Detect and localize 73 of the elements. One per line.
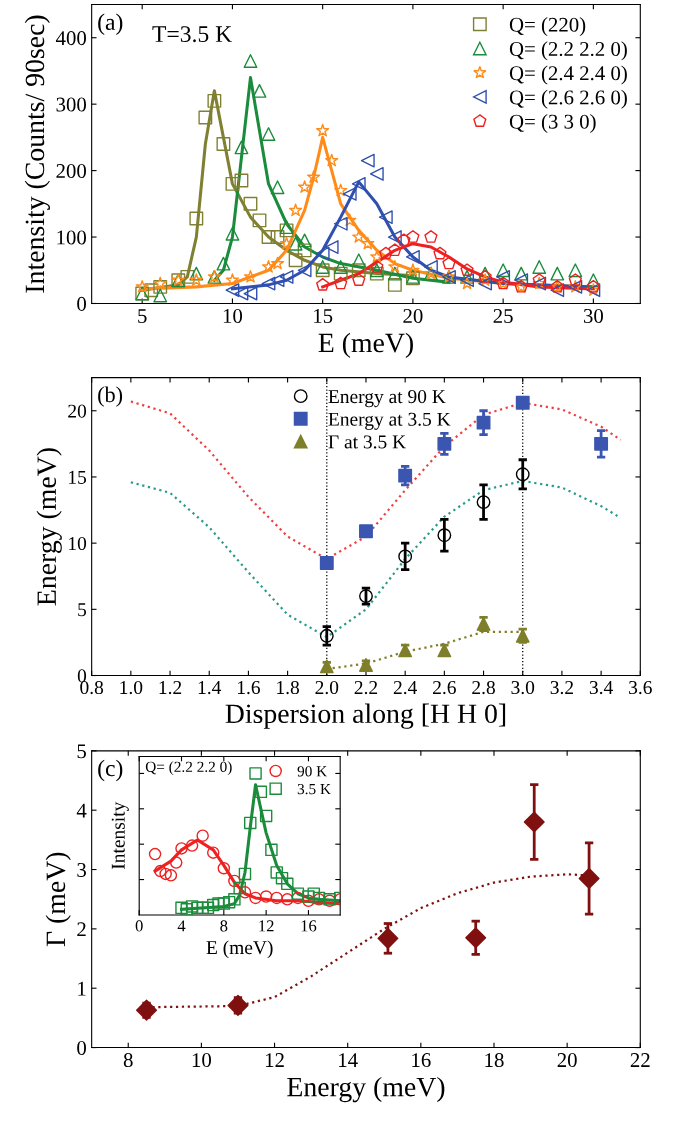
y-tick-label: 4 bbox=[76, 803, 87, 818]
x-tick-label: 20 bbox=[403, 308, 423, 323]
x-tick-label: 2.8 bbox=[472, 680, 495, 695]
x-tick-label: 0.8 bbox=[80, 680, 104, 695]
annotation: (b) bbox=[98, 386, 123, 407]
y-axis-title: Intensity (Counts/ 90sec) bbox=[24, 15, 50, 293]
y-tick-label: 5 bbox=[78, 603, 87, 617]
x-axis-title: Energy (meV) bbox=[287, 1076, 445, 1103]
x-tick-label: 3.4 bbox=[589, 681, 613, 695]
x-tick-label: 15 bbox=[314, 309, 333, 323]
x-tick-label: 3.6 bbox=[629, 681, 652, 695]
annotation: (a) bbox=[98, 13, 123, 35]
y-tick-label: 400 bbox=[55, 31, 87, 46]
x-tick-label: 4 bbox=[177, 920, 186, 932]
x-tick-label: 8 bbox=[220, 920, 228, 932]
y-tick-label: 300 bbox=[56, 97, 87, 112]
y-tick-label: 2 bbox=[77, 922, 86, 937]
y-tick-label: 3 bbox=[77, 862, 86, 877]
x-tick-label: 8 bbox=[123, 1053, 133, 1068]
x-tick-label: 1.6 bbox=[237, 681, 260, 695]
x-tick-label: 25 bbox=[493, 309, 513, 323]
y-tick-label: 200 bbox=[56, 163, 87, 179]
legend-label: 90 K bbox=[297, 766, 328, 777]
legend-label: 3.5 K bbox=[297, 783, 331, 795]
x-tick-label: 16 bbox=[301, 920, 317, 932]
x-tick-label: 1.0 bbox=[120, 680, 143, 695]
x-axis-title: E (meV) bbox=[318, 332, 413, 358]
y-tick-label: 0 bbox=[77, 669, 87, 683]
legend-label: Q= (2.4 2.4 0) bbox=[509, 65, 627, 85]
x-tick-label: 2.0 bbox=[315, 680, 339, 695]
legend-label: Γ at 3.5 K bbox=[328, 435, 406, 449]
y-axis-title: Intensity bbox=[111, 801, 129, 870]
x-tick-label: 1.8 bbox=[277, 680, 300, 695]
y-tick-label: 100 bbox=[57, 230, 87, 245]
x-tick-label: 1.4 bbox=[198, 681, 222, 695]
x-tick-label: 1.2 bbox=[159, 681, 182, 695]
x-tick-label: 12 bbox=[265, 1053, 284, 1067]
x-tick-label: 16 bbox=[412, 1053, 431, 1068]
annotation: T=3.5 K bbox=[152, 26, 232, 43]
x-axis-title: Dispersion along [H H 0] bbox=[225, 703, 506, 729]
x-axis-title: E (meV) bbox=[206, 940, 273, 959]
legend-label: Q= (2.2 2.2 0) bbox=[509, 41, 627, 61]
x-tick-label: 2.6 bbox=[433, 681, 456, 695]
y-tick-label: 20 bbox=[68, 404, 87, 418]
y-tick-label: 10 bbox=[69, 536, 87, 551]
x-tick-label: 3.0 bbox=[511, 680, 535, 695]
y-tick-label: 0 bbox=[77, 296, 87, 311]
x-tick-label: 18 bbox=[485, 1053, 504, 1068]
x-tick-label: 30 bbox=[583, 308, 603, 323]
x-tick-label: 10 bbox=[223, 308, 243, 323]
x-tick-label: 0 bbox=[135, 920, 143, 932]
legend-label: Energy at 3.5 K bbox=[328, 412, 451, 430]
x-tick-label: 2.2 bbox=[354, 681, 378, 695]
annotation: Q= (2.2 2.2 0) bbox=[145, 761, 232, 776]
x-tick-label: 5 bbox=[138, 309, 147, 323]
legend-label: Q= (2.6 2.6 0) bbox=[509, 89, 627, 109]
y-tick-label: 5 bbox=[77, 744, 86, 759]
y-tick-label: 0 bbox=[77, 1040, 87, 1055]
y-tick-label: 15 bbox=[69, 470, 87, 484]
legend-label: Q= (220) bbox=[509, 17, 586, 37]
x-tick-label: 3.2 bbox=[550, 681, 573, 695]
x-tick-label: 22 bbox=[630, 1053, 650, 1067]
legend-label: Energy at 90 K bbox=[328, 390, 446, 408]
x-tick-label: 12 bbox=[259, 920, 274, 932]
y-tick-label: 1 bbox=[78, 981, 86, 996]
legend-label: Q= (3 3 0) bbox=[509, 114, 596, 133]
y-axis-title: Γ (meV) bbox=[45, 852, 71, 947]
x-tick-label: 14 bbox=[339, 1053, 358, 1067]
y-axis-title: Energy (meV) bbox=[36, 448, 62, 606]
annotation: (c) bbox=[98, 759, 123, 782]
x-tick-label: 2.4 bbox=[393, 681, 418, 695]
x-tick-label: 10 bbox=[192, 1053, 212, 1068]
x-tick-label: 20 bbox=[557, 1053, 577, 1068]
